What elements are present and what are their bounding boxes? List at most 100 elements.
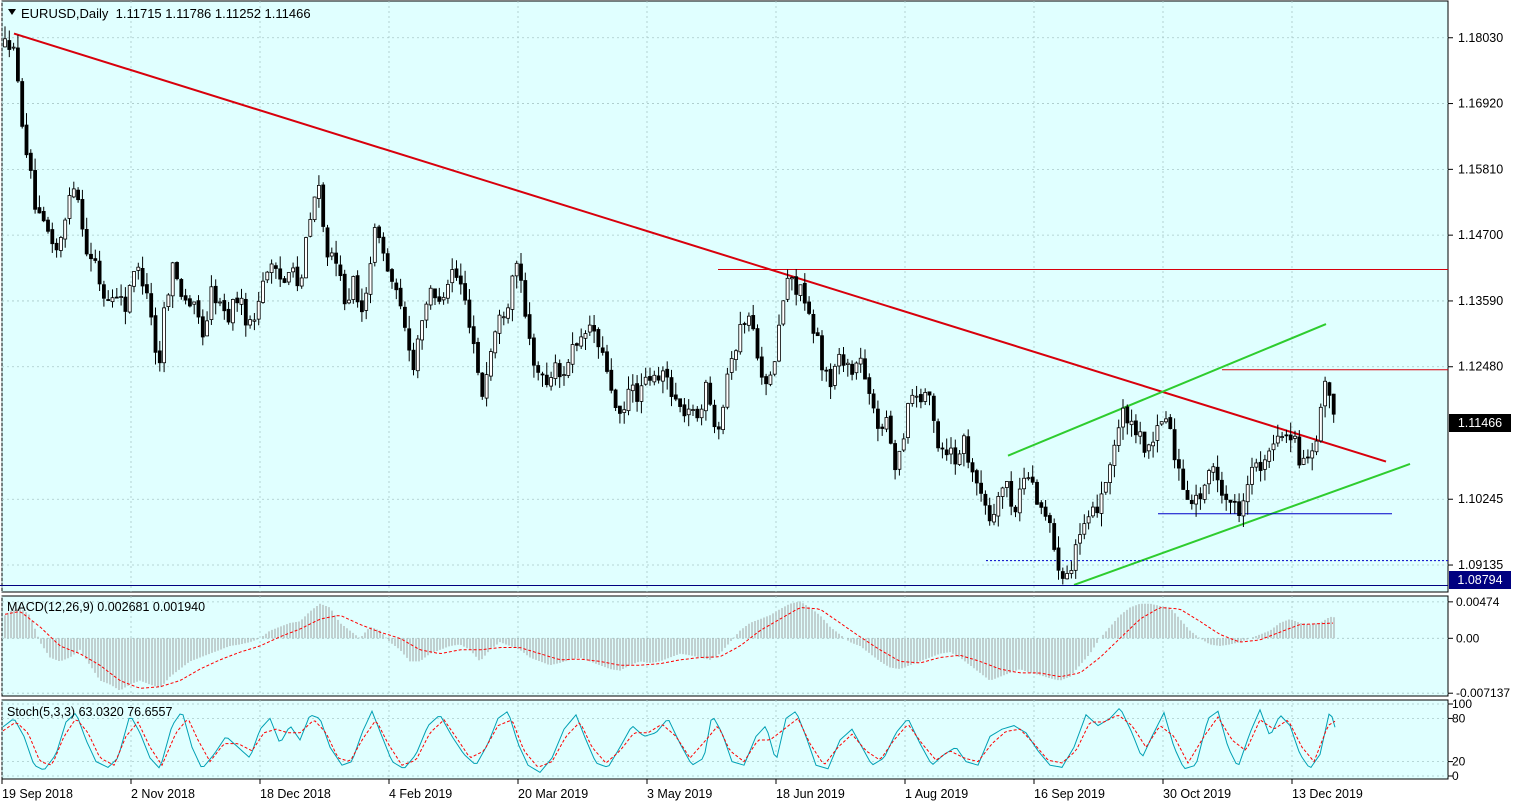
- macd-title: MACD(12,26,9) 0.002681 0.001940: [7, 600, 205, 614]
- candle-bear: [983, 493, 988, 506]
- candle-bull: [1323, 380, 1327, 407]
- time-tick-label: 18 Dec 2018: [260, 787, 331, 801]
- stoch-tick-label: 20: [1452, 755, 1466, 769]
- candle-bear: [953, 447, 958, 465]
- candle-bear: [1258, 461, 1263, 471]
- candle-bear: [458, 275, 463, 285]
- candle-bear: [880, 426, 885, 429]
- candle-bear: [936, 421, 940, 449]
- candle-bear: [1039, 502, 1044, 508]
- candle-bear: [402, 306, 407, 328]
- candle-bull: [957, 453, 962, 465]
- candle-bear: [1048, 515, 1052, 524]
- candle-bear: [1306, 456, 1310, 459]
- candle-bear: [282, 278, 287, 283]
- candle-bear: [24, 124, 29, 156]
- macd-signal-line: [4, 607, 1334, 689]
- candle-bull: [497, 314, 502, 334]
- candle-bear: [648, 376, 652, 381]
- candle-bull: [566, 362, 571, 376]
- candle-bull: [299, 277, 304, 287]
- candle-bull: [1078, 534, 1082, 544]
- candle-bull: [833, 365, 837, 386]
- candle-bull: [923, 392, 928, 402]
- candle-bear: [759, 356, 764, 378]
- candle-bull: [1164, 418, 1168, 423]
- candle-bull: [420, 320, 425, 341]
- candle-bear: [673, 394, 678, 400]
- current-price-text: 1.11466: [1458, 416, 1502, 430]
- candle-bull: [549, 377, 553, 387]
- candle-bear: [200, 316, 205, 338]
- candle-bear: [682, 404, 687, 417]
- candle-bull: [1103, 482, 1108, 493]
- candle-bear: [385, 253, 390, 272]
- candle-bear: [966, 436, 971, 463]
- candle-bull: [738, 324, 743, 353]
- candle-bull: [239, 297, 244, 305]
- candle-bear: [140, 268, 145, 287]
- candle-bull: [583, 333, 588, 339]
- time-tick-label: 2 Nov 2018: [131, 787, 195, 801]
- candle-bull: [1155, 425, 1160, 441]
- channel-upper: [1007, 323, 1327, 457]
- candle-bear: [1228, 499, 1233, 503]
- candle-bull: [368, 263, 373, 295]
- candle-bear: [712, 404, 717, 428]
- candle-bear: [665, 368, 670, 378]
- candle-bear: [536, 365, 541, 373]
- candle-bear: [144, 284, 149, 294]
- candle-bear: [811, 313, 816, 334]
- candle-bull: [1275, 435, 1280, 444]
- candle-bear: [888, 415, 893, 444]
- candle-bear: [716, 426, 721, 430]
- candle-bull: [570, 344, 575, 365]
- candle-bull: [1211, 466, 1216, 473]
- candle-bear: [196, 300, 201, 318]
- candle-bull: [1271, 443, 1276, 451]
- candle-bear: [454, 268, 459, 278]
- candle-bull: [127, 285, 132, 313]
- candle-bear: [1030, 476, 1035, 483]
- candle-bear: [7, 40, 12, 50]
- candle-bear: [157, 350, 162, 364]
- candle-bull: [790, 277, 794, 280]
- stoch-tick-label: 100: [1452, 697, 1472, 711]
- candle-bear: [476, 341, 480, 373]
- candle-bull: [1112, 444, 1117, 466]
- candle-bear: [84, 229, 89, 255]
- candle-bear: [794, 276, 799, 295]
- candle-bull: [67, 195, 72, 219]
- candle-bear: [407, 328, 412, 351]
- stoch-signal-line: [2, 715, 1336, 768]
- candle-bull: [1069, 570, 1074, 574]
- symbol-menu-arrow-icon[interactable]: [8, 9, 16, 15]
- trendline-overlays[interactable]: [0, 32, 1448, 586]
- candle-bear: [1013, 506, 1018, 513]
- candle-bear: [295, 266, 300, 287]
- candle-bull: [316, 185, 321, 199]
- candle-bull: [514, 262, 519, 277]
- time-tick-label: 1 Aug 2019: [905, 787, 968, 801]
- candle-bull: [351, 276, 356, 300]
- candle-bull: [639, 385, 644, 402]
- candle-bear: [359, 300, 364, 313]
- candle-bear: [1331, 393, 1336, 415]
- candle-bull: [1116, 427, 1121, 446]
- candle-bull: [501, 316, 506, 319]
- stoch-tick-label: 80: [1452, 711, 1466, 725]
- candle-bull: [248, 319, 253, 326]
- candle-bull: [1082, 523, 1087, 535]
- candle-bull: [1099, 493, 1104, 514]
- time-tick-label: 19 Sep 2018: [2, 787, 73, 801]
- candle-bull: [1280, 436, 1284, 438]
- price-pane[interactable]: [1, 0, 1449, 593]
- candle-bear: [325, 227, 330, 258]
- candle-bear: [609, 369, 614, 391]
- candle-bull: [1138, 431, 1143, 437]
- lowest-price-label: 1.08794: [1449, 571, 1511, 589]
- candle-bull: [622, 409, 627, 413]
- candle-bull: [71, 188, 76, 198]
- candle-bull: [643, 376, 648, 385]
